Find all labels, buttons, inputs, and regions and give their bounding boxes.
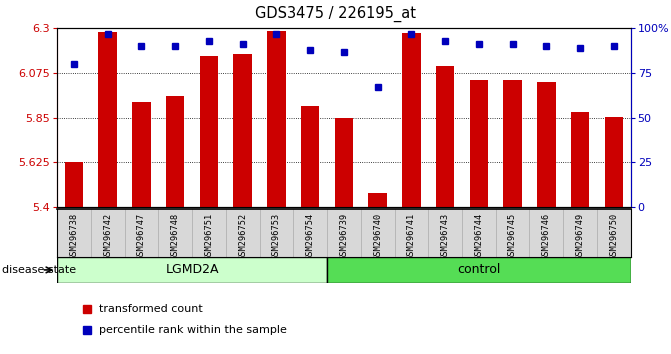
- Text: GSM296745: GSM296745: [508, 213, 517, 260]
- Text: GSM296741: GSM296741: [407, 213, 416, 260]
- Text: GSM296742: GSM296742: [103, 213, 112, 260]
- Bar: [132, 102, 151, 207]
- Text: GSM296750: GSM296750: [609, 213, 619, 260]
- Text: GSM296749: GSM296749: [576, 213, 584, 260]
- Bar: [470, 80, 488, 207]
- Text: GSM296744: GSM296744: [474, 213, 483, 260]
- Bar: [301, 106, 319, 207]
- Bar: [605, 117, 623, 207]
- Text: GSM296743: GSM296743: [441, 213, 450, 260]
- Bar: [436, 66, 454, 207]
- FancyBboxPatch shape: [327, 257, 631, 282]
- Bar: [64, 162, 83, 207]
- Bar: [166, 96, 185, 207]
- Text: percentile rank within the sample: percentile rank within the sample: [99, 325, 287, 336]
- Text: GSM296752: GSM296752: [238, 213, 247, 260]
- Bar: [402, 33, 421, 207]
- Text: GSM296746: GSM296746: [542, 213, 551, 260]
- Text: GDS3475 / 226195_at: GDS3475 / 226195_at: [255, 5, 416, 22]
- Text: GSM296754: GSM296754: [305, 213, 315, 260]
- Text: GSM296753: GSM296753: [272, 213, 281, 260]
- Text: GSM296738: GSM296738: [69, 213, 79, 260]
- Bar: [503, 80, 522, 207]
- Text: disease state: disease state: [2, 265, 76, 275]
- Text: transformed count: transformed count: [99, 304, 203, 314]
- Text: GSM296751: GSM296751: [205, 213, 213, 260]
- Text: GSM296739: GSM296739: [340, 213, 348, 260]
- Bar: [571, 112, 589, 207]
- Text: GSM296747: GSM296747: [137, 213, 146, 260]
- Bar: [234, 54, 252, 207]
- Bar: [99, 32, 117, 207]
- FancyBboxPatch shape: [57, 257, 327, 282]
- Text: GSM296748: GSM296748: [170, 213, 180, 260]
- Text: GSM296740: GSM296740: [373, 213, 382, 260]
- Bar: [537, 82, 556, 207]
- Bar: [335, 118, 353, 207]
- Bar: [368, 193, 387, 207]
- Bar: [267, 31, 286, 207]
- Bar: [199, 56, 218, 207]
- Text: LGMD2A: LGMD2A: [165, 263, 219, 276]
- Text: control: control: [457, 263, 501, 276]
